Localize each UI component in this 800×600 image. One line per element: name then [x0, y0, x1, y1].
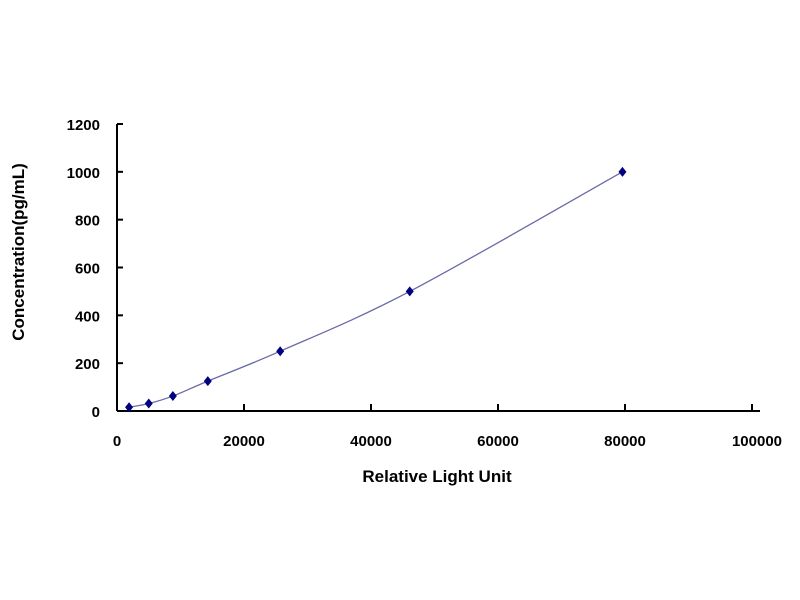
x-tick-label: 60000 [477, 433, 519, 450]
y-tick-label: 1200 [67, 117, 100, 134]
x-tick-label: 40000 [350, 433, 392, 450]
x-axis-label: Relative Light Unit [362, 467, 512, 486]
series-line [128, 171, 623, 408]
axes [116, 124, 760, 412]
y-tick-label: 0 [92, 404, 100, 421]
x-tick-label: 0 [113, 433, 121, 450]
data-point [125, 402, 134, 413]
y-axis-label: Concentration(pg/mL) [9, 163, 28, 341]
data-point [203, 376, 212, 387]
data-point [276, 346, 285, 357]
y-tick-label: 1000 [67, 165, 100, 182]
y-tick-label: 800 [75, 213, 100, 230]
data-point [618, 166, 627, 177]
y-tick-label: 600 [75, 261, 100, 278]
data-point [168, 391, 177, 402]
data-point [144, 398, 153, 409]
data-point [405, 286, 414, 297]
y-tick-label: 200 [75, 356, 100, 373]
x-tick-label: 20000 [223, 433, 265, 450]
y-tick-label: 400 [75, 308, 100, 325]
x-tick-label: 100000 [732, 433, 782, 450]
x-tick-label: 80000 [604, 433, 646, 450]
